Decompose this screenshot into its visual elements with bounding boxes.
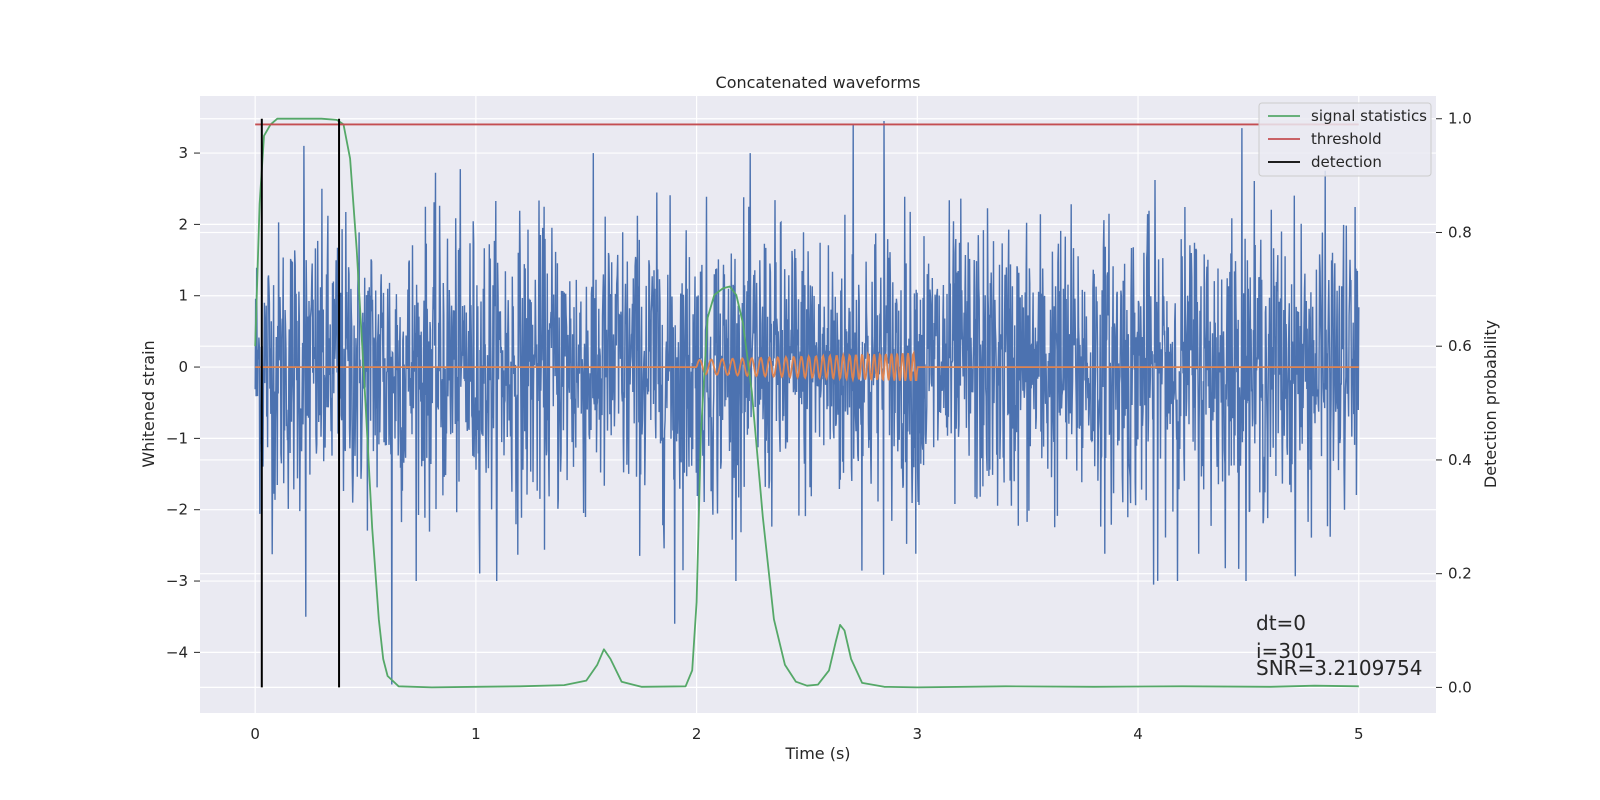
signal-statistics-series xyxy=(254,117,1359,689)
y-tick-label: 2 xyxy=(178,215,188,233)
y2-tick-label: 0.8 xyxy=(1448,223,1472,241)
x-tick-label: 0 xyxy=(250,725,260,743)
x-axis-ticks: 0 1 2 3 4 5 xyxy=(250,725,1363,743)
x-tick-label: 5 xyxy=(1354,725,1364,743)
chirp-series xyxy=(255,350,1359,383)
annotation-snr: SNR=3.2109754 xyxy=(1256,656,1422,680)
y2-tick-label: 0.4 xyxy=(1448,451,1472,469)
x-tick-label: 4 xyxy=(1133,725,1143,743)
x-axis-label: Time (s) xyxy=(784,744,850,763)
y2-tick-label: 0.0 xyxy=(1448,678,1472,696)
y-tick-label: −3 xyxy=(166,572,188,590)
y2-axis-label: Detection probability xyxy=(1481,320,1500,488)
strain-series xyxy=(254,120,1360,685)
legend-label-threshold: threshold xyxy=(1311,130,1382,148)
right-axis-ticks: 1.0 0.8 0.6 0.4 0.2 0.0 xyxy=(1436,110,1472,696)
detection-series xyxy=(260,118,341,688)
x-tick-label: 2 xyxy=(692,725,702,743)
y2-tick-label: 1.0 xyxy=(1448,110,1472,128)
y-tick-label: 0 xyxy=(178,358,188,376)
y-tick-label: 1 xyxy=(178,287,188,305)
y2-tick-label: 0.2 xyxy=(1448,565,1472,583)
y-tick-label: 3 xyxy=(178,144,188,162)
y-axis-ticks: 3 2 1 0 −1 −2 −3 −4 xyxy=(166,144,200,661)
signal-statistics-line xyxy=(254,117,1359,689)
strain-line xyxy=(254,120,1360,685)
annotation-dt: dt=0 xyxy=(1256,611,1306,635)
x-tick-label: 1 xyxy=(471,725,481,743)
annotation-index: i=301 xyxy=(1256,639,1317,663)
y-tick-label: −4 xyxy=(166,643,188,661)
legend: signal statistics threshold detection xyxy=(1258,102,1432,177)
legend-label-signal-statistics: signal statistics xyxy=(1311,107,1427,125)
y2-tick-label: 0.6 xyxy=(1448,337,1472,355)
chart-title: Concatenated waveforms xyxy=(716,73,921,92)
y-axis-label: Whitened strain xyxy=(139,340,158,467)
y-tick-label: −1 xyxy=(166,429,188,447)
legend-box xyxy=(1258,102,1432,177)
legend-label-detection: detection xyxy=(1311,153,1382,171)
x-tick-label: 3 xyxy=(913,725,923,743)
y-tick-label: −2 xyxy=(166,501,188,519)
chirp-line xyxy=(255,350,1359,383)
